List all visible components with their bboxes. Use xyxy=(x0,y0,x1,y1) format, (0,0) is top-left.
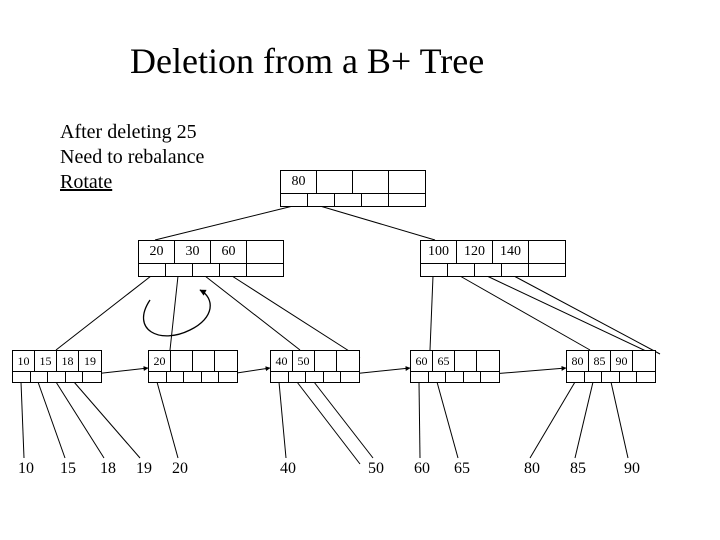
data-record: 65 xyxy=(454,460,470,478)
leaf-node-4: 808590 xyxy=(566,350,656,383)
leaf-0-key-2: 18 xyxy=(57,351,79,371)
internal-node-left: 20 30 60 xyxy=(138,240,284,277)
root-node: 80 xyxy=(280,170,426,207)
data-record: 19 xyxy=(136,460,152,478)
root-key-2 xyxy=(353,171,389,193)
leaf-4-key-1: 85 xyxy=(589,351,611,371)
leaf-1-key-2 xyxy=(193,351,215,371)
data-record: 90 xyxy=(624,460,640,478)
leaf-2-key-3 xyxy=(337,351,359,371)
leaf-3-key-3 xyxy=(477,351,499,371)
leaf-node-2: 4050 xyxy=(270,350,360,383)
data-record: 15 xyxy=(60,460,76,478)
leaf-node-3: 6065 xyxy=(410,350,500,383)
root-key-1 xyxy=(317,171,353,193)
intL-key-3 xyxy=(247,241,283,263)
leaf-3-key-1: 65 xyxy=(433,351,455,371)
leaf-3-key-2 xyxy=(455,351,477,371)
data-record: 40 xyxy=(280,460,296,478)
leaf-3-key-0: 60 xyxy=(411,351,433,371)
leaf-0-key-3: 19 xyxy=(79,351,101,371)
root-key-3 xyxy=(389,171,425,193)
leaf-2-key-2 xyxy=(315,351,337,371)
intR-key-3 xyxy=(529,241,565,263)
data-record: 18 xyxy=(100,460,116,478)
intR-key-0: 100 xyxy=(421,241,457,263)
data-record: 60 xyxy=(414,460,430,478)
intL-key-2: 60 xyxy=(211,241,247,263)
intL-key-0: 20 xyxy=(139,241,175,263)
internal-node-right: 100 120 140 xyxy=(420,240,566,277)
leaf-1-key-0: 20 xyxy=(149,351,171,371)
root-key-0: 80 xyxy=(281,171,317,193)
data-record: 85 xyxy=(570,460,586,478)
leaf-4-key-3 xyxy=(633,351,655,371)
leaf-4-key-2: 90 xyxy=(611,351,633,371)
leaf-0-key-0: 10 xyxy=(13,351,35,371)
data-record: 10 xyxy=(18,460,34,478)
data-record: 80 xyxy=(524,460,540,478)
leaf-4-key-0: 80 xyxy=(567,351,589,371)
leaf-0-key-1: 15 xyxy=(35,351,57,371)
leaf-1-key-3 xyxy=(215,351,237,371)
intR-key-1: 120 xyxy=(457,241,493,263)
edge-layer xyxy=(0,0,720,540)
leaf-node-0: 10151819 xyxy=(12,350,102,383)
data-record: 20 xyxy=(172,460,188,478)
intR-key-2: 140 xyxy=(493,241,529,263)
intL-key-1: 30 xyxy=(175,241,211,263)
leaf-node-1: 20 xyxy=(148,350,238,383)
leaf-2-key-0: 40 xyxy=(271,351,293,371)
data-record: 50 xyxy=(368,460,384,478)
leaf-1-key-1 xyxy=(171,351,193,371)
leaf-2-key-1: 50 xyxy=(293,351,315,371)
rotate-arrow-icon xyxy=(144,290,211,336)
